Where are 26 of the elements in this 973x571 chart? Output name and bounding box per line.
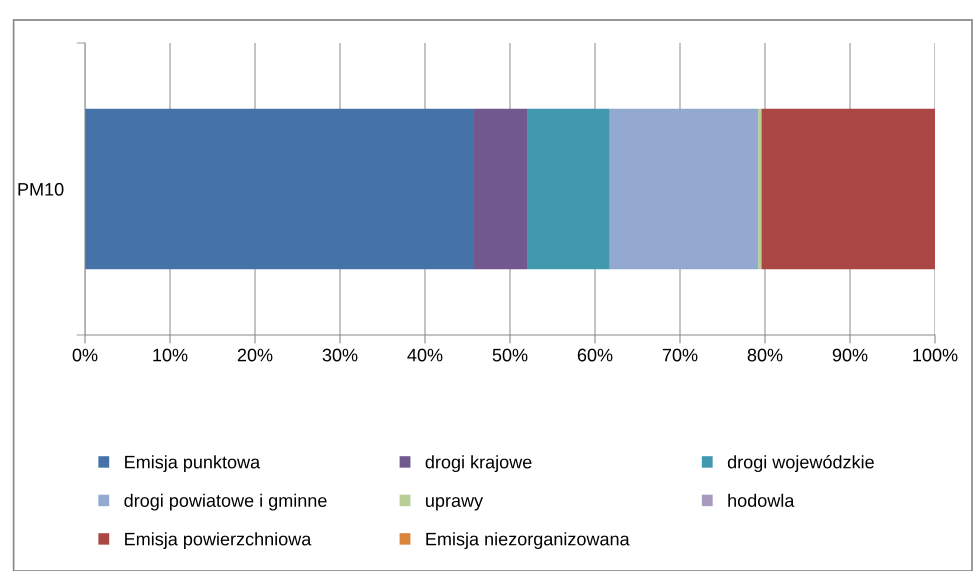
bar <box>609 108 758 270</box>
x-tick-label: 80% <box>748 348 782 362</box>
bar <box>85 108 474 270</box>
legend-label: Emisja powierzchniowa <box>125 532 312 550</box>
legend-label: drogi wojewódzkie <box>728 455 874 472</box>
bar <box>527 108 610 270</box>
x-tick-label: 50% <box>492 348 528 362</box>
legend-label: uprawy <box>426 497 484 511</box>
legend-label: Emisja punktowa <box>125 455 260 472</box>
x-tick-label: 0% <box>72 348 98 362</box>
legend-label: hodowla <box>728 494 794 507</box>
x-tick-label: 70% <box>662 348 698 362</box>
y-tick-label: PM10 <box>18 182 64 196</box>
x-tick-label: 100% <box>913 348 958 362</box>
x-tick-label: 60% <box>578 348 612 362</box>
bar <box>473 108 527 270</box>
bar <box>758 108 762 270</box>
x-tick-label: 10% <box>153 348 188 362</box>
x-tick-label: 30% <box>322 348 358 362</box>
x-tick-label: 20% <box>238 348 272 362</box>
legend-label: drogi powiatowe i gminne <box>124 494 327 511</box>
bar <box>762 108 935 270</box>
x-tick-label: 40% <box>407 348 442 362</box>
x-tick-label: 90% <box>832 348 868 362</box>
legend-label: drogi krajowe <box>426 455 532 472</box>
legend-label: Emisja niezorganizowana <box>426 532 630 550</box>
